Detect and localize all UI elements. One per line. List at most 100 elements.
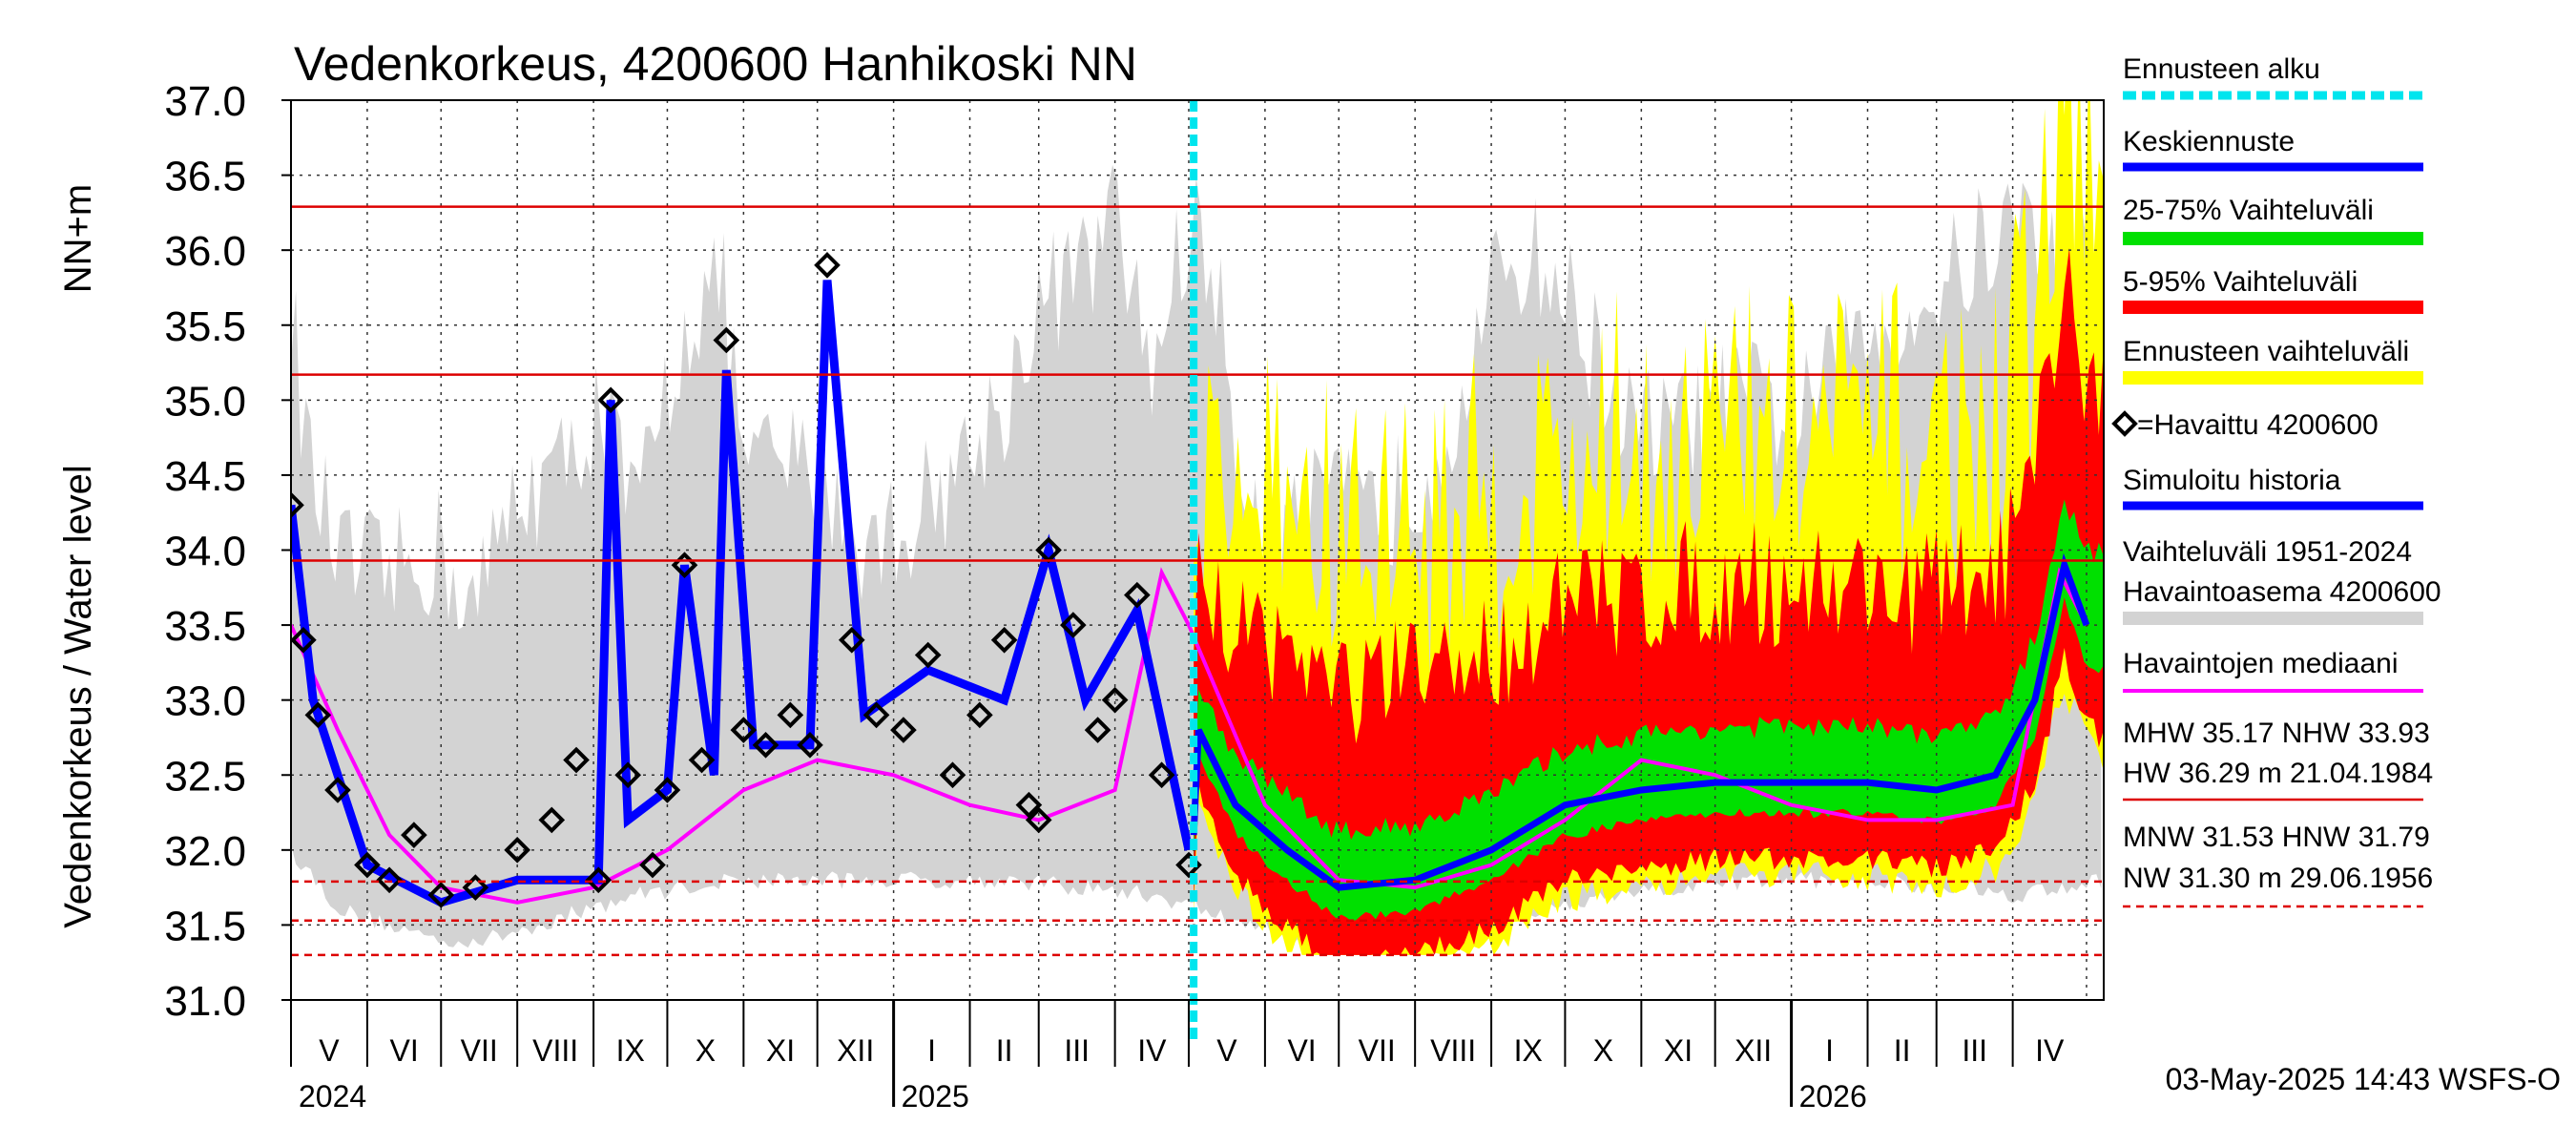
observed-point	[401, 822, 427, 848]
observed-point	[563, 746, 590, 774]
month-label: VIII	[532, 1033, 578, 1068]
legend-25-75-label: 25-75% Vaihteluväli	[2123, 195, 2374, 226]
month-label: XII	[837, 1033, 874, 1068]
y-tick-label: 33.0	[164, 678, 246, 725]
observed-point	[797, 731, 823, 759]
y-tick-label: 32.0	[164, 828, 246, 875]
month-label: II	[996, 1033, 1013, 1068]
month-label: V	[319, 1033, 340, 1068]
month-label: XII	[1735, 1033, 1772, 1068]
month-label: X	[1593, 1033, 1613, 1068]
month-label: VI	[389, 1033, 418, 1068]
y-tick-label: 31.5	[164, 903, 246, 949]
y-tick-label: 34.0	[164, 529, 246, 575]
observed-point	[688, 746, 716, 774]
month-label: IV	[1137, 1033, 1167, 1068]
x-axis: V VI VII VIII IX X XI XII I II III IV V VI VII VIII IX X X…	[290, 1000, 2065, 1114]
month-label: III	[1064, 1033, 1090, 1068]
observed-point	[814, 252, 841, 279]
legend-hist-range-label: Vaihteluväli 1951-2024	[2123, 536, 2412, 568]
month-label: I	[1825, 1033, 1834, 1068]
month-label: I	[927, 1033, 936, 1068]
y-tick-label: 33.5	[164, 603, 246, 650]
legend-stats-mnw: MNW 31.53 HNW 31.79	[2123, 822, 2430, 853]
year-label: 2026	[1799, 1079, 1867, 1114]
observed-point	[1124, 581, 1151, 609]
observed-point	[462, 874, 489, 901]
observed-point	[597, 386, 624, 414]
observed-point	[654, 777, 681, 803]
observed-point	[966, 701, 993, 729]
observed-point	[504, 837, 531, 864]
mean-forecast-line	[1190, 552, 2090, 891]
month-label: III	[1962, 1033, 1987, 1068]
legend-5-95-label: 5-95% Vaihteluväli	[2123, 266, 2358, 298]
legend-simulated-label: Simuloitu historia	[2123, 465, 2341, 496]
observed-point	[1015, 791, 1043, 819]
observed-point	[427, 882, 455, 908]
observed-point	[1084, 717, 1111, 743]
legend-median-label: Havaintojen mediaani	[2123, 648, 2399, 679]
legend-forecast-range-label: Ennusteen vaihteluväli	[2123, 336, 2409, 367]
year-label: 2024	[299, 1079, 366, 1114]
observed-point	[713, 326, 740, 354]
observed-point	[939, 761, 966, 789]
legend-stats-hw-label: HW 36.29 m 21.04.1984	[2123, 758, 2433, 789]
month-label: II	[1894, 1033, 1911, 1068]
month-label: VII	[461, 1033, 498, 1068]
y-tick-label: 37.0	[164, 78, 246, 125]
month-label: IX	[616, 1033, 645, 1068]
y-tick-label: 36.0	[164, 228, 246, 275]
y-tick-label: 35.5	[164, 303, 246, 350]
simulated-history-line	[291, 280, 1194, 907]
y-tick-label: 31.0	[164, 978, 246, 1025]
observed-point	[862, 701, 890, 729]
observed-point	[304, 701, 332, 729]
chart-title: Vedenkorkeus, 4200600 Hanhikoski NN	[294, 37, 1137, 91]
month-label: XI	[1664, 1033, 1693, 1068]
y-tick-label: 35.0	[164, 378, 246, 425]
observed-point	[376, 866, 403, 894]
legend-forecast-start-label: Ennusteen alku	[2123, 53, 2320, 85]
legend-stats-mhw: MHW 35.17 NHW 33.93	[2123, 718, 2430, 749]
legend-mean-forecast-label: Keskiennuste	[2123, 126, 2295, 157]
month-label: IV	[2035, 1033, 2065, 1068]
observed-point	[890, 717, 917, 743]
observed-point	[990, 626, 1018, 654]
median-line	[291, 567, 2088, 905]
observed-point	[291, 626, 317, 654]
plot-area	[290, 99, 2105, 1045]
observed-point	[838, 626, 865, 654]
observed-point	[324, 777, 351, 803]
month-label: V	[1216, 1033, 1237, 1068]
observed-point	[291, 491, 304, 519]
observed-point	[354, 851, 381, 879]
observed-point	[538, 806, 566, 834]
observed-point	[752, 731, 779, 759]
observed-point	[730, 717, 758, 743]
month-label: X	[696, 1033, 716, 1068]
month-label: VII	[1359, 1033, 1396, 1068]
year-label: 2025	[902, 1079, 969, 1114]
observed-point	[1059, 612, 1087, 638]
observed-point	[1025, 806, 1052, 834]
y-tick-labels: 31.0 31.5 32.0 32.5 33.0 33.5 34.0 34.5 35.0 35.5…	[164, 78, 291, 1025]
month-label: VIII	[1430, 1033, 1476, 1068]
month-label: IX	[1514, 1033, 1543, 1068]
legend-observed-icon	[2111, 410, 2138, 437]
footer-timestamp: 03-May-2025 14:43 WSFS-O	[2166, 1062, 2561, 1096]
y-tick-label: 32.5	[164, 753, 246, 800]
month-label: VI	[1287, 1033, 1316, 1068]
legend: Ennusteen alku Keskiennuste 25-75% Vaihtel…	[2111, 53, 2441, 908]
y-axis-label: Vedenkorkeus / Water level	[57, 465, 99, 927]
legend-hist-range-label: Havaintoasema 4200600	[2123, 576, 2441, 608]
observed-point	[1148, 761, 1175, 789]
y-tick-label: 34.5	[164, 453, 246, 500]
observed-point	[777, 701, 804, 729]
observed-point	[614, 761, 642, 789]
y-tick-label: 36.5	[164, 154, 246, 200]
legend-stats-nw-label: NW 31.30 m 29.06.1956	[2123, 863, 2433, 894]
observed-point	[914, 641, 942, 669]
month-label: XI	[766, 1033, 795, 1068]
